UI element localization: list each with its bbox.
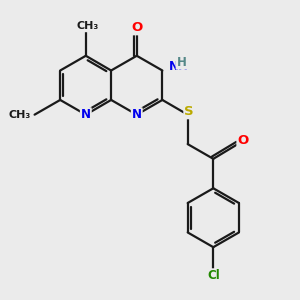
Text: Cl: Cl xyxy=(207,269,220,282)
Text: S: S xyxy=(184,105,194,118)
Text: O: O xyxy=(131,21,142,34)
Text: CH₃: CH₃ xyxy=(9,110,31,120)
Text: NH: NH xyxy=(169,61,189,74)
Text: O: O xyxy=(237,134,249,147)
Text: N: N xyxy=(81,108,91,121)
Text: H: H xyxy=(177,56,186,69)
Text: N: N xyxy=(132,108,142,121)
Text: CH₃: CH₃ xyxy=(76,21,98,31)
